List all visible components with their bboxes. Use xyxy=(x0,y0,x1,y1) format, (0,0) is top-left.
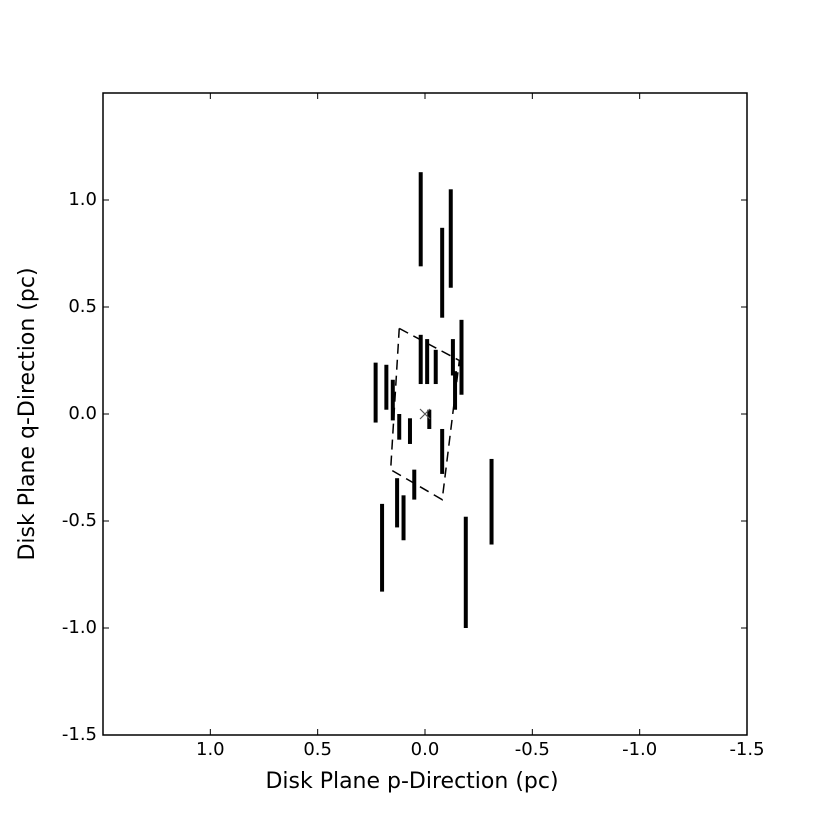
y-axis-label: Disk Plane q-Direction (pc) xyxy=(15,267,40,560)
streak xyxy=(425,339,430,385)
streak xyxy=(373,362,378,423)
x-tick-label: 0.0 xyxy=(411,739,440,760)
streak xyxy=(450,339,455,376)
y-tick-label: 0.5 xyxy=(68,296,97,317)
streak xyxy=(427,409,432,429)
y-tick-label: -0.5 xyxy=(62,510,97,531)
streak xyxy=(380,503,385,592)
streak xyxy=(489,458,494,545)
y-tick-label: -1.5 xyxy=(62,724,97,745)
x-axis-label: Disk Plane p-Direction (pc) xyxy=(265,769,558,794)
y-tick-label: 0.0 xyxy=(68,403,97,424)
streak xyxy=(440,428,445,474)
streak xyxy=(440,227,445,318)
x-tick-label: -1.0 xyxy=(622,739,657,760)
streak xyxy=(448,189,453,288)
y-tick-label: 1.0 xyxy=(68,189,97,210)
streak xyxy=(459,319,464,395)
streak xyxy=(418,172,423,267)
center-marker xyxy=(419,408,431,420)
streak xyxy=(397,414,402,440)
streak xyxy=(401,495,406,541)
x-tick-label: 0.5 xyxy=(303,739,332,760)
x-tick-label: -1.5 xyxy=(729,739,764,760)
x-tick-label: 1.0 xyxy=(196,739,225,760)
streak xyxy=(390,379,395,421)
streak xyxy=(433,349,438,385)
streak xyxy=(407,418,412,444)
streak xyxy=(463,516,468,628)
streak xyxy=(412,469,417,500)
outline xyxy=(389,327,461,501)
streak xyxy=(418,334,423,385)
y-tick-label: -1.0 xyxy=(62,617,97,638)
streak xyxy=(395,478,400,528)
streak xyxy=(384,364,389,410)
x-tick-label: -0.5 xyxy=(515,739,550,760)
